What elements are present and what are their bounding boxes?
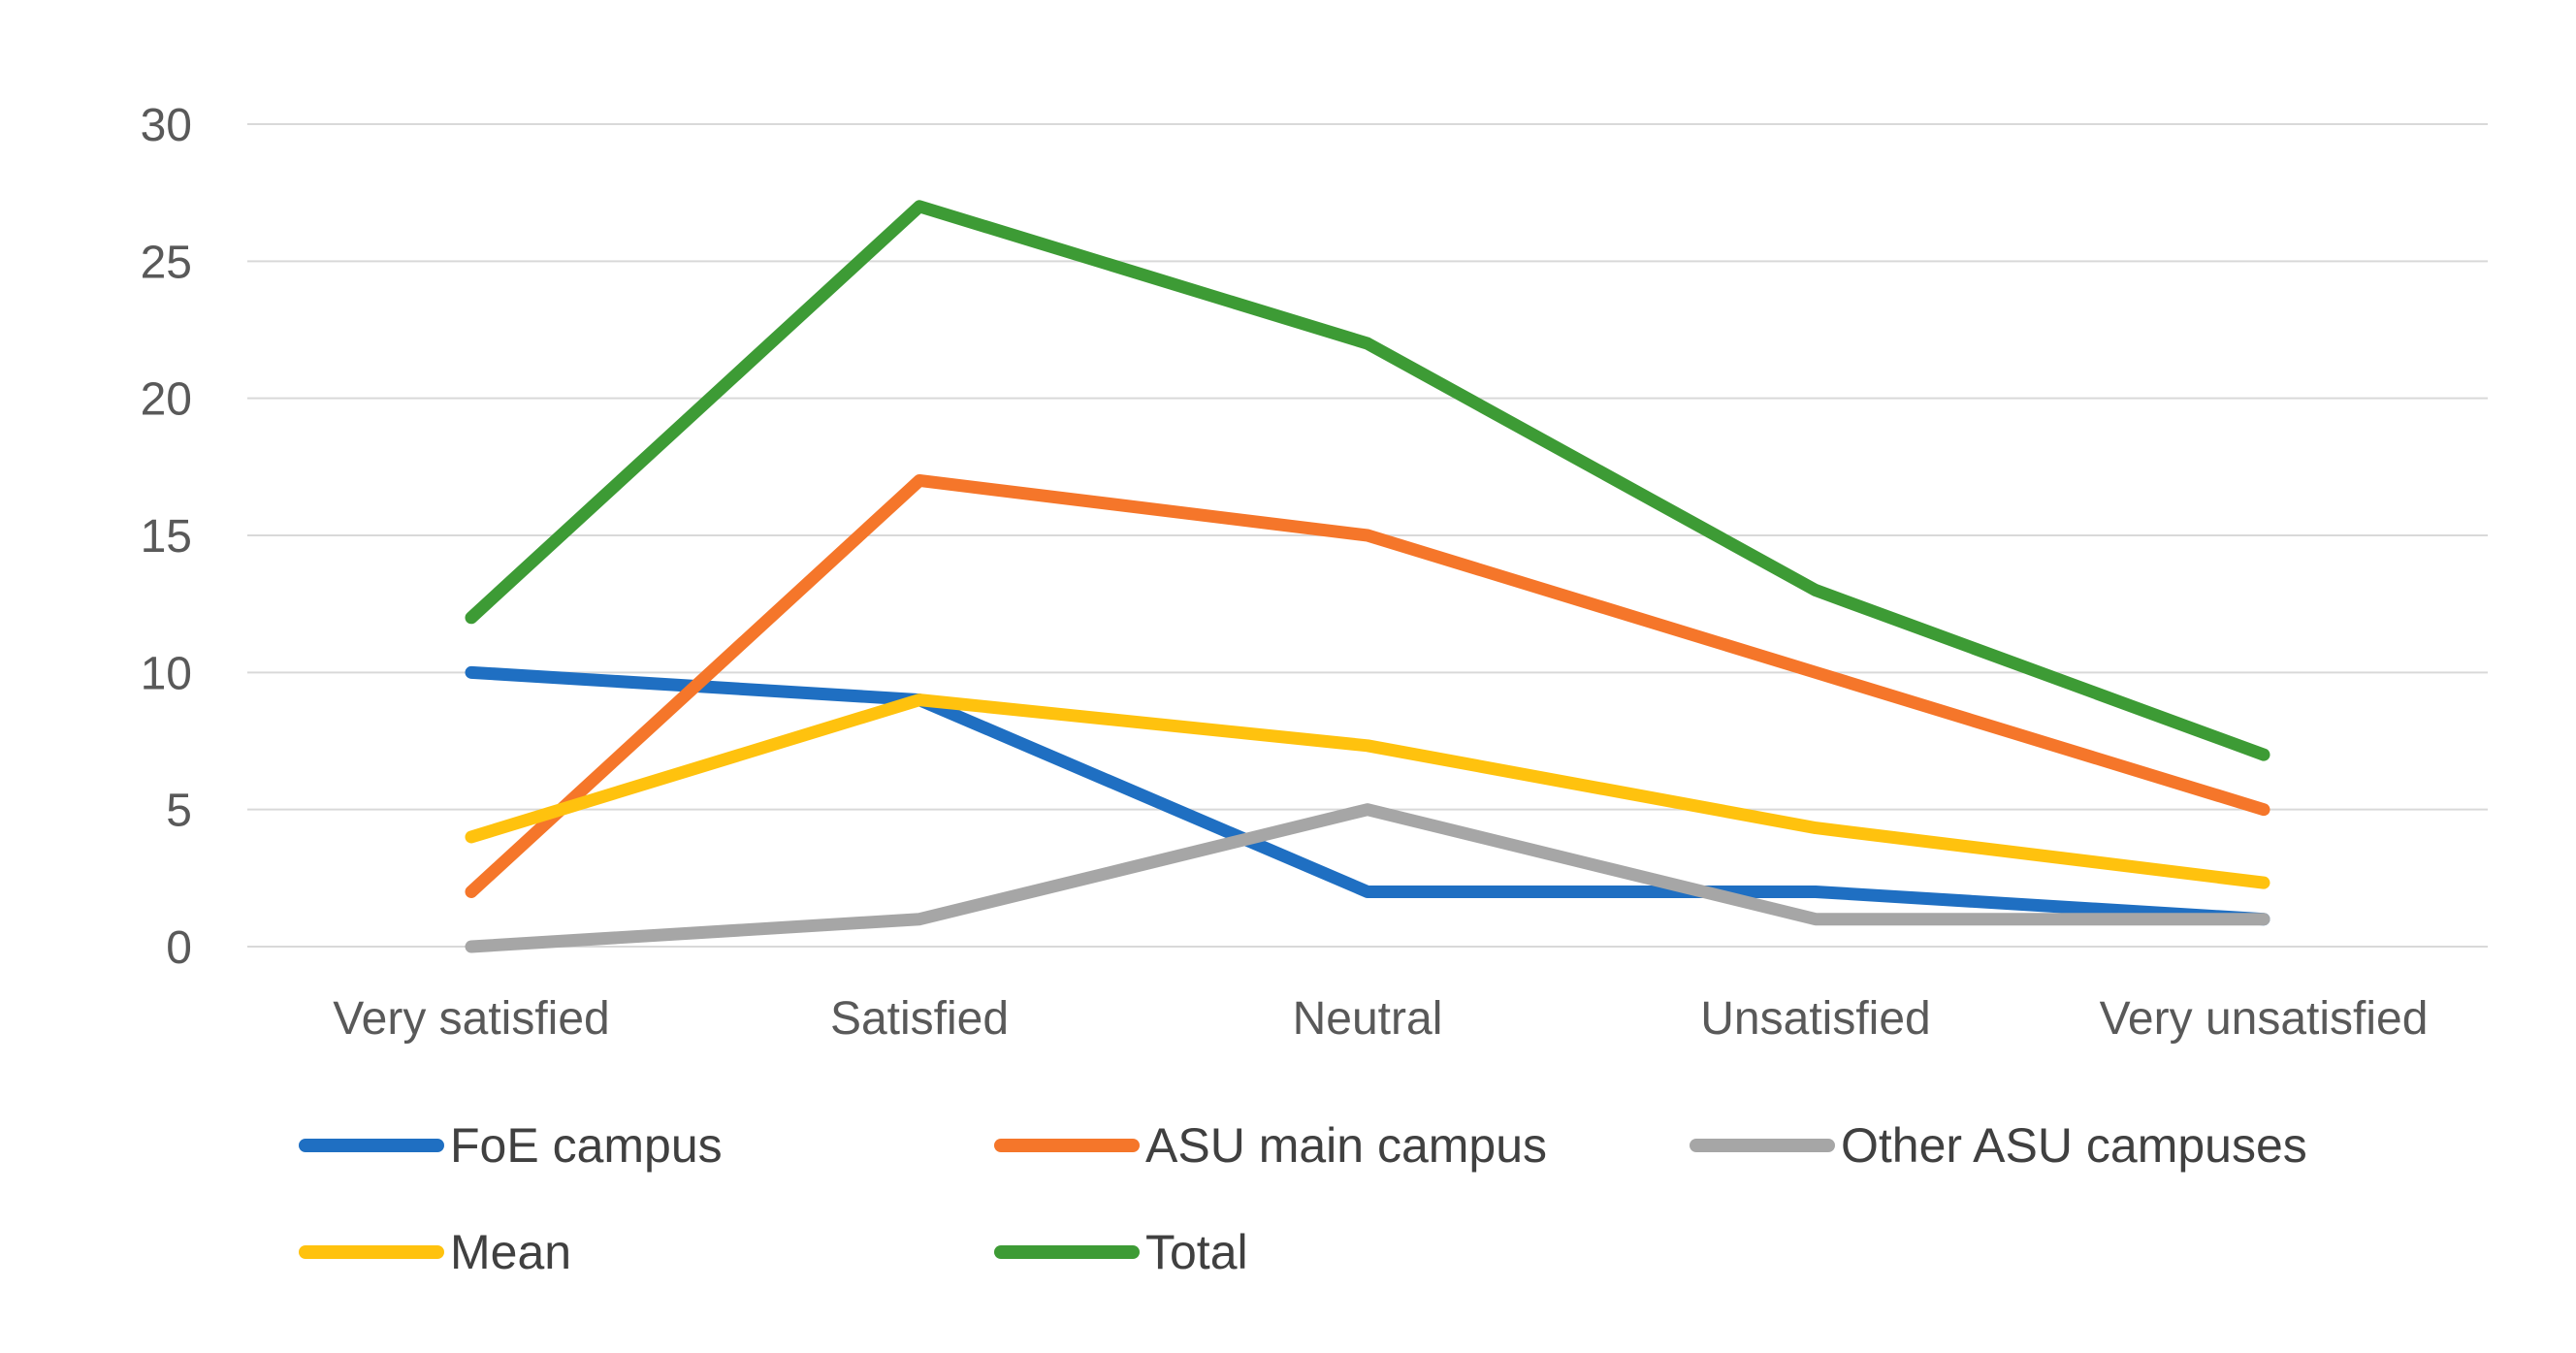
y-axis-tick-labels: 0 5 10 15 20 25 30 [141, 100, 192, 974]
y-tick-label-25: 25 [141, 237, 192, 288]
series-line-other-asu-campuses [465, 803, 2270, 953]
series-line-foe-campus [465, 665, 2270, 926]
y-tick-label-20: 20 [141, 374, 192, 426]
series-line-total [465, 200, 2270, 761]
y-tick-label-10: 10 [141, 648, 192, 699]
y-tick-label-0: 0 [166, 922, 192, 974]
x-tick-label-very-satisfied: Very satisfied [333, 993, 609, 1045]
series-line-asu-main-campus [465, 473, 2270, 898]
x-tick-label-very-unsatisfied: Very unsatisfied [2100, 993, 2429, 1045]
y-tick-label-15: 15 [141, 511, 192, 563]
x-tick-label-neutral: Neutral [1293, 993, 1443, 1045]
x-tick-label-satisfied: Satisfied [830, 993, 1009, 1045]
x-tick-label-unsatisfied: Unsatisfied [1700, 993, 1930, 1045]
y-tick-label-30: 30 [141, 100, 192, 151]
series-line-mean [465, 693, 2270, 889]
gridlines [247, 123, 2488, 948]
y-tick-label-5: 5 [166, 786, 192, 837]
series-lines [465, 200, 2270, 953]
x-axis-tick-labels: Very satisfied Satisfied Neutral Unsatisfie… [333, 993, 2428, 1045]
